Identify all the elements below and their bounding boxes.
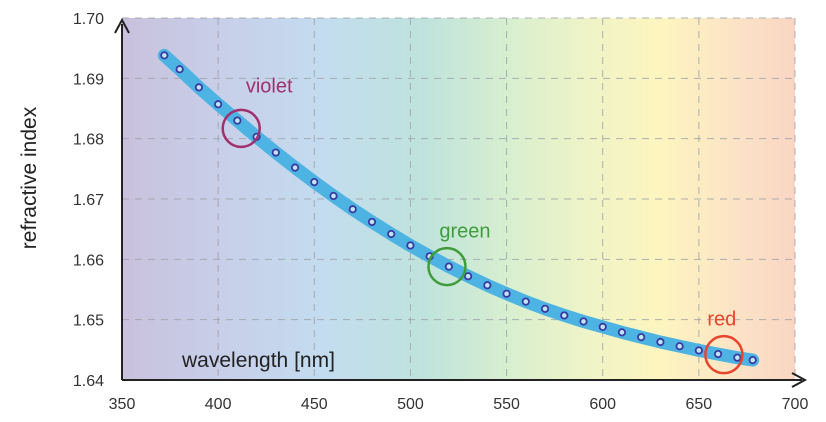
- violet-annotation-label: violet: [246, 75, 293, 97]
- data-point: [310, 178, 319, 187]
- data-point: [579, 317, 588, 326]
- x-tick-label: 600: [589, 396, 616, 413]
- data-point: [656, 337, 665, 347]
- grid-lines: [122, 17, 796, 380]
- axes: [114, 17, 808, 388]
- data-point: [483, 281, 492, 290]
- data-point: [637, 333, 646, 342]
- green-marker-circle: [427, 246, 467, 287]
- x-tick-label: 350: [109, 396, 136, 413]
- data-point: [464, 272, 473, 281]
- data-point: [444, 262, 453, 271]
- x-tick-label: 700: [782, 396, 809, 413]
- y-tick-label: 1.70: [73, 11, 104, 28]
- data-point: [675, 342, 684, 351]
- data-point: [694, 346, 703, 355]
- red-annotation-label: red: [707, 309, 736, 331]
- x-tick-label: 450: [301, 396, 328, 413]
- x-tick-label: 400: [205, 396, 232, 413]
- x-tick-label: 500: [397, 396, 424, 413]
- data-point: [617, 328, 627, 337]
- data-point: [502, 289, 511, 298]
- data-point: [560, 311, 569, 320]
- data-point: [233, 116, 242, 125]
- x-axis-arrow: [791, 372, 808, 388]
- data-point: [540, 304, 550, 313]
- data-point: [214, 100, 223, 109]
- data-markers: [160, 51, 757, 365]
- data-point: [290, 163, 300, 172]
- y-tick-label: 1.68: [73, 132, 104, 149]
- data-point: [194, 83, 204, 92]
- x-tick-label: 650: [686, 396, 713, 413]
- data-point: [329, 191, 338, 201]
- data-point: [713, 349, 723, 359]
- y-tick-label: 1.67: [73, 192, 104, 209]
- y-tick-label: 1.69: [73, 71, 104, 88]
- green-annotation-label: green: [439, 221, 490, 243]
- data-point: [748, 355, 757, 365]
- data-point: [521, 297, 530, 306]
- y-tick-label: 1.66: [73, 252, 104, 269]
- y-tick-label: 1.64: [73, 373, 104, 390]
- y-axis-label: refractive index: [18, 106, 41, 249]
- data-point: [367, 217, 377, 227]
- red-marker-circle: [704, 334, 744, 375]
- data-point: [348, 205, 357, 214]
- x-tick-labels: 350 400 450 500 550 600 650 700: [109, 396, 809, 413]
- color-annotations: violet green red: [221, 75, 744, 375]
- x-tick-label: 550: [493, 396, 520, 413]
- x-axis-label: wavelength [nm]: [181, 349, 335, 372]
- data-point: [598, 322, 607, 332]
- y-tick-labels: 1.64 1.65 1.66 1.67 1.68 1.69 1.70: [73, 11, 104, 390]
- y-tick-label: 1.65: [73, 313, 104, 330]
- data-point: [406, 241, 415, 250]
- violet-marker-circle: [221, 108, 261, 149]
- data-point: [160, 51, 169, 60]
- data-point: [271, 148, 280, 157]
- y-axis-arrow: [114, 17, 130, 34]
- data-point: [175, 65, 184, 74]
- data-point: [387, 229, 396, 239]
- data-point: [733, 353, 742, 362]
